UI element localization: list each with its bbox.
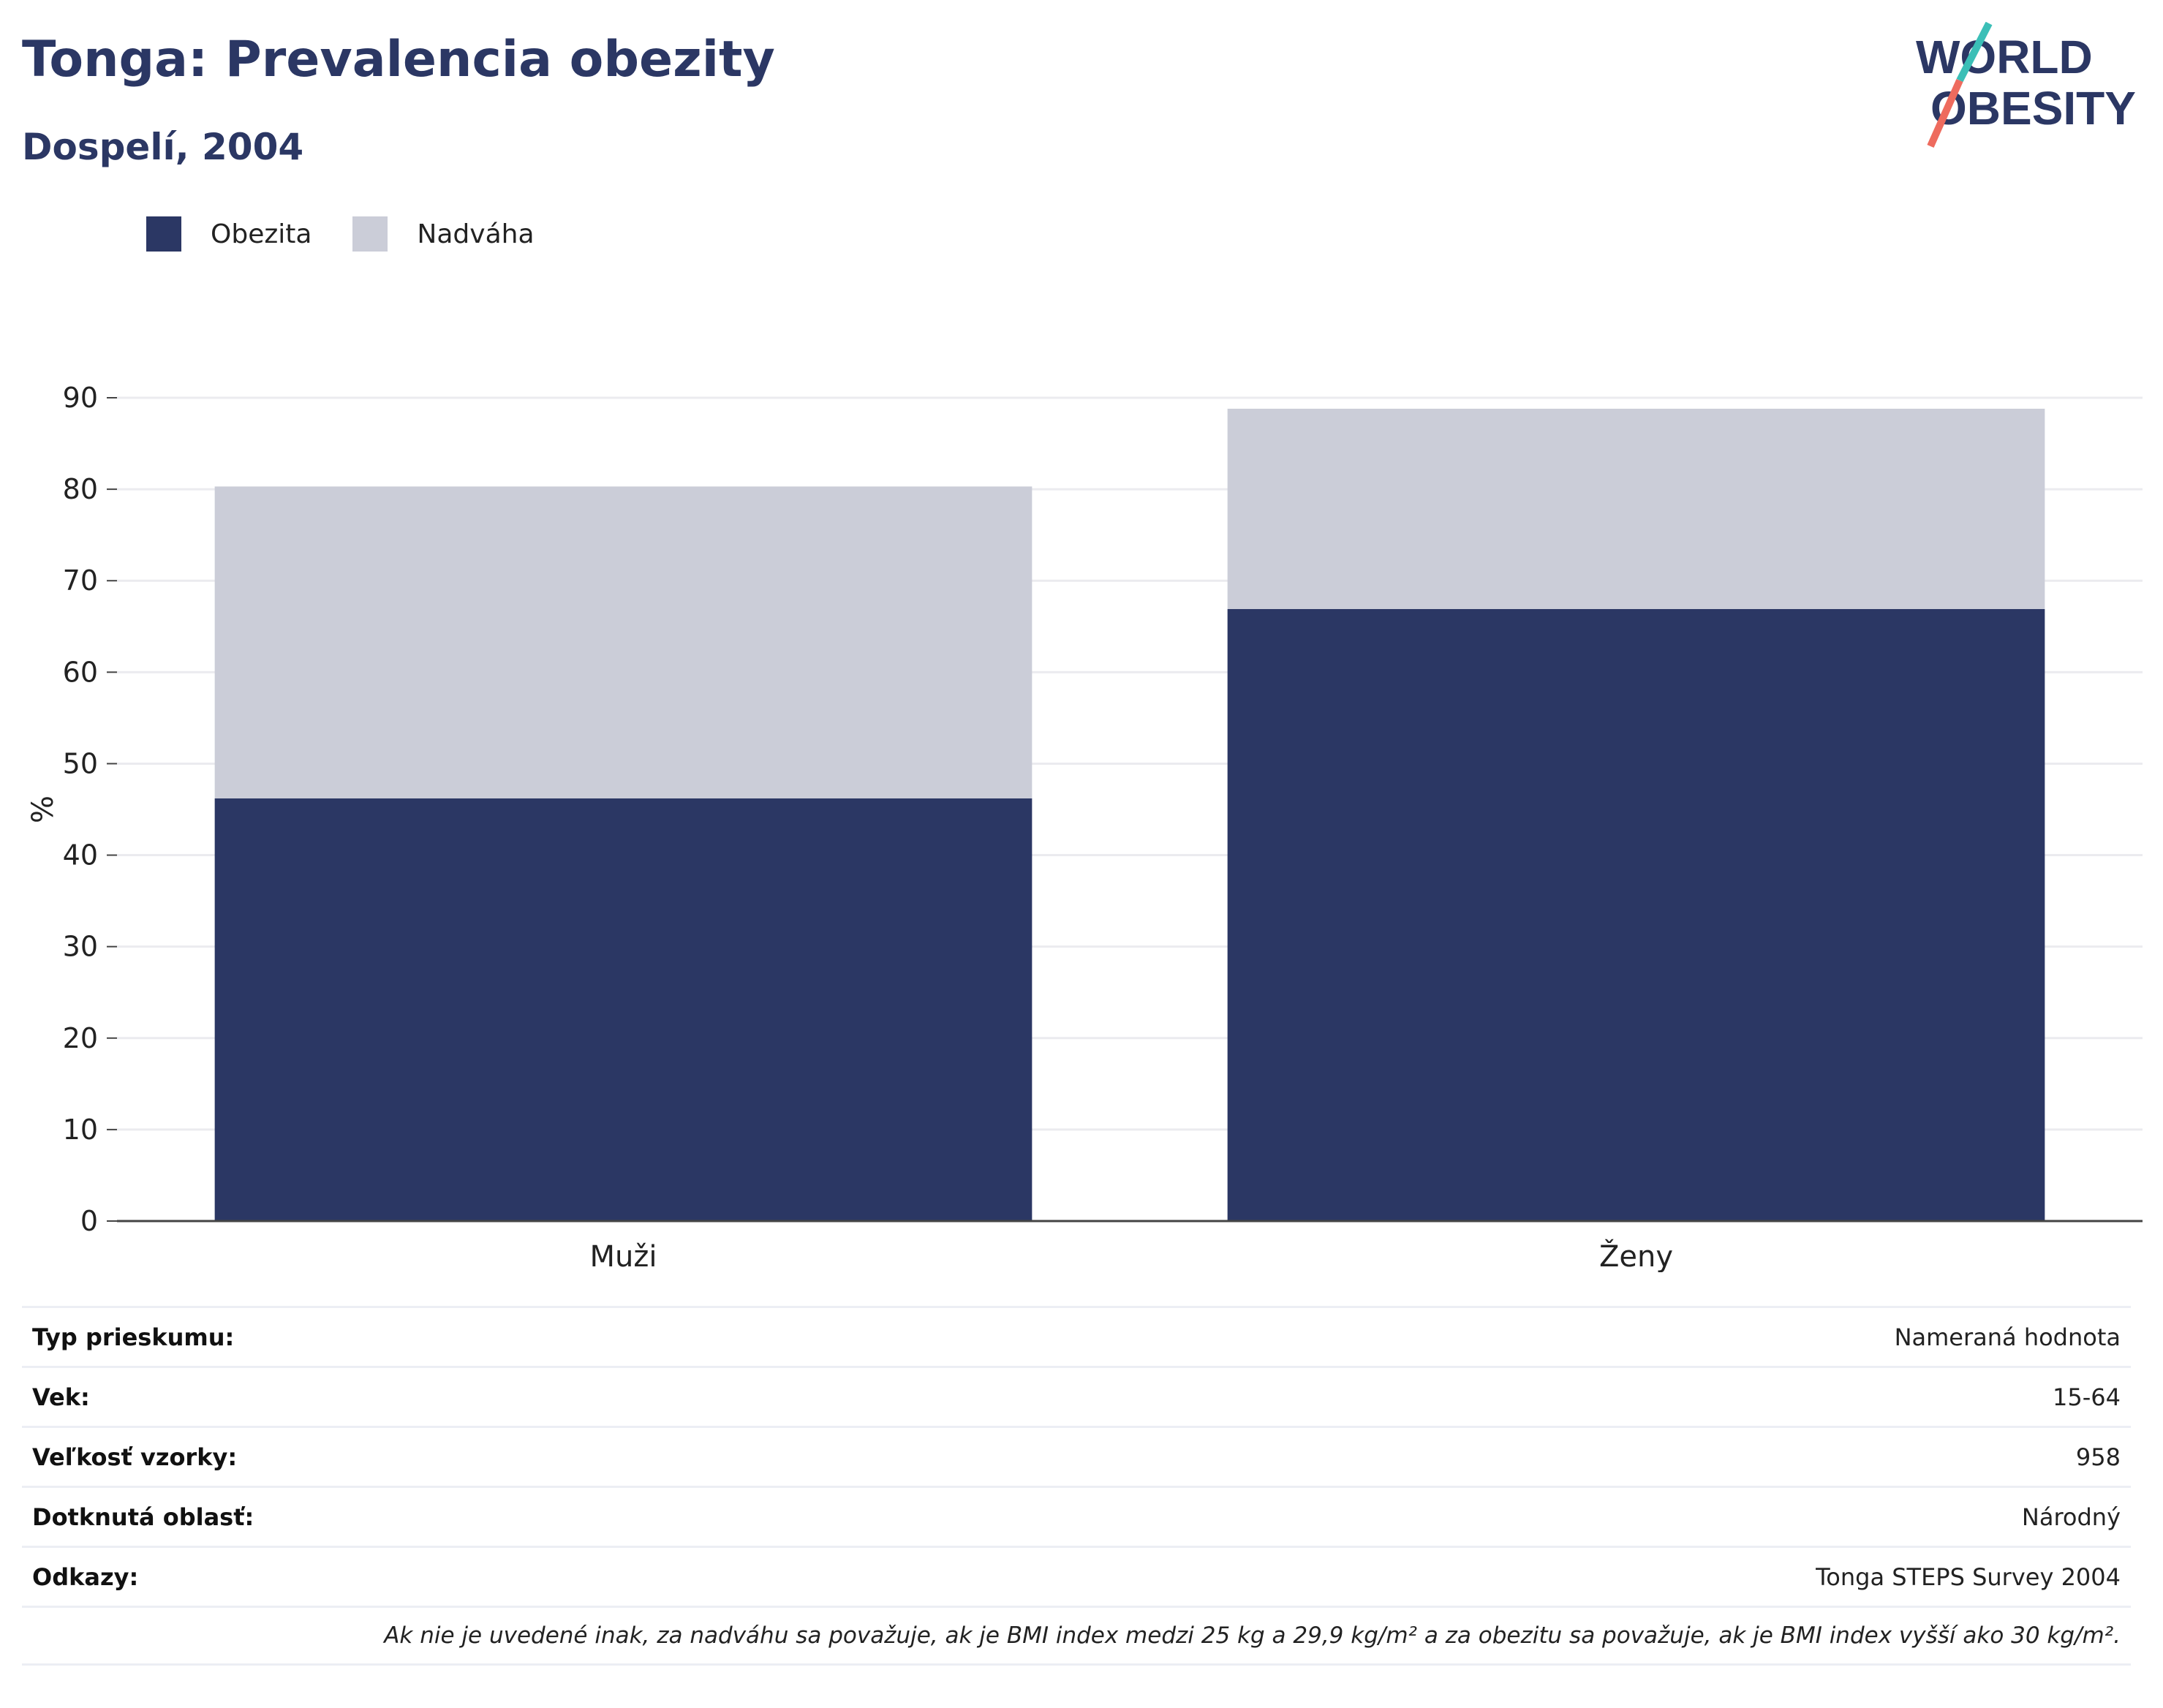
y-tick-label: 50: [63, 747, 98, 779]
legend-swatch-overweight: [352, 216, 388, 252]
bar-overweight-1: [1227, 409, 2045, 610]
y-tick-label: 90: [63, 382, 98, 414]
y-tick-label: 0: [80, 1205, 98, 1237]
chart-title: Tonga: Prevalencia obezity: [22, 31, 775, 88]
info-key: Typ prieskumu:: [32, 1323, 235, 1351]
chart-subtitle: Dospelí, 2004: [22, 126, 304, 168]
logo-text-bottom: OBESITY: [1930, 82, 2136, 135]
y-tick-label: 10: [63, 1114, 98, 1146]
legend-swatch-obesity: [146, 216, 181, 252]
bmi-definition-note: Ak nie je uvedené inak, za nadváhu sa po…: [22, 1606, 2131, 1666]
legend-label-overweight: Nadváha: [417, 219, 535, 249]
info-key: Veľkosť vzorky:: [32, 1443, 238, 1471]
bar-chart: 0 10 20 30 40 50 60 70 80 90% Muži Ženy: [26, 382, 2143, 1272]
info-row-sample-size: Veľkosť vzorky: 958: [22, 1426, 2131, 1486]
y-tick-label: 30: [63, 931, 98, 963]
info-key: Vek:: [32, 1383, 90, 1411]
survey-info-table: Typ prieskumu: Nameraná hodnota Vek: 15-…: [22, 1306, 2131, 1666]
info-value: Národný: [2021, 1503, 2121, 1531]
info-key: Dotknutá oblasť:: [32, 1503, 254, 1531]
logo-text-top: WORLD: [1916, 31, 2093, 83]
y-tick-label: 20: [63, 1022, 98, 1054]
y-tick-label: 60: [63, 656, 98, 688]
y-tick-label: 40: [63, 839, 98, 872]
y-tick-label: 80: [63, 473, 98, 505]
info-row-age: Vek: 15-64: [22, 1366, 2131, 1426]
info-value: 15-64: [2053, 1383, 2121, 1411]
logo-stroke-teal: [1956, 22, 1993, 83]
world-obesity-logo: WORLD OBESITY: [1916, 22, 2136, 148]
info-row-area: Dotknutá oblasť: Národný: [22, 1486, 2131, 1546]
legend-label-obesity: Obezita: [211, 219, 312, 249]
bar-obesity-0: [214, 798, 1033, 1221]
logo-stroke-coral: [1927, 78, 1963, 148]
x-tick-label: Muži: [590, 1240, 657, 1272]
y-tick-label: 70: [63, 564, 98, 597]
info-value: Tonga STEPS Survey 2004: [1816, 1562, 2121, 1591]
legend-item-overweight: Nadváha: [352, 216, 535, 252]
info-value: 958: [2075, 1443, 2121, 1471]
y-axis-label: %: [26, 796, 60, 823]
bar-obesity-1: [1227, 609, 2045, 1221]
info-row-references: Odkazy: Tonga STEPS Survey 2004: [22, 1546, 2131, 1606]
info-value: Nameraná hodnota: [1894, 1323, 2121, 1351]
x-tick-label: Ženy: [1599, 1239, 1673, 1272]
info-row-survey-type: Typ prieskumu: Nameraná hodnota: [22, 1306, 2131, 1366]
legend-item-obesity: Obezita: [146, 216, 312, 252]
info-key: Odkazy:: [32, 1562, 139, 1591]
bar-overweight-0: [214, 486, 1033, 798]
chart-legend: Obezita Nadváha: [146, 216, 575, 252]
